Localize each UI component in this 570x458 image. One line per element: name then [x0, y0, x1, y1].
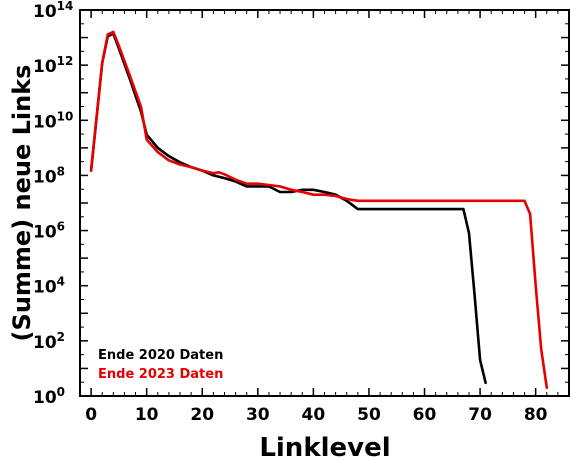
x-axis-title: Linklevel	[259, 433, 390, 458]
y-axis-title: (Summe) neue Links	[8, 65, 36, 342]
x-tick-label: 40	[302, 405, 326, 425]
x-tick-label: 10	[135, 405, 159, 425]
y-tick-label: 104	[33, 275, 65, 298]
lines-layer	[89, 30, 549, 390]
x-tick-label: 0	[85, 405, 97, 425]
legend-entry-2020: Ende 2020 Daten	[98, 348, 223, 363]
series-line-0	[89, 32, 487, 385]
x-tick-label: 80	[524, 405, 548, 425]
x-tick-label: 20	[190, 405, 214, 425]
x-tick-label: 50	[357, 405, 381, 425]
y-tick-label: 100	[33, 385, 65, 408]
x-tick-label: 60	[413, 405, 437, 425]
y-tick-label: 102	[33, 330, 65, 353]
labels-layer: 0 10 20 30 40 50 60 70 80 100 102 104 106 108 1010 1012…	[33, 0, 548, 425]
legend-entry-2023: Ende 2023 Daten	[98, 367, 223, 382]
x-tick-label: 30	[246, 405, 270, 425]
y-tick-label: 1012	[33, 54, 73, 77]
y-tick-label: 108	[33, 164, 65, 187]
ticks-layer	[80, 9, 569, 397]
y-tick-label: 106	[33, 220, 65, 243]
y-tick-label: 1010	[33, 109, 73, 132]
x-tick-label: 70	[468, 405, 492, 425]
y-tick-label: 1014	[33, 0, 73, 22]
plot-frame	[79, 9, 570, 397]
series-line-1	[89, 30, 549, 390]
